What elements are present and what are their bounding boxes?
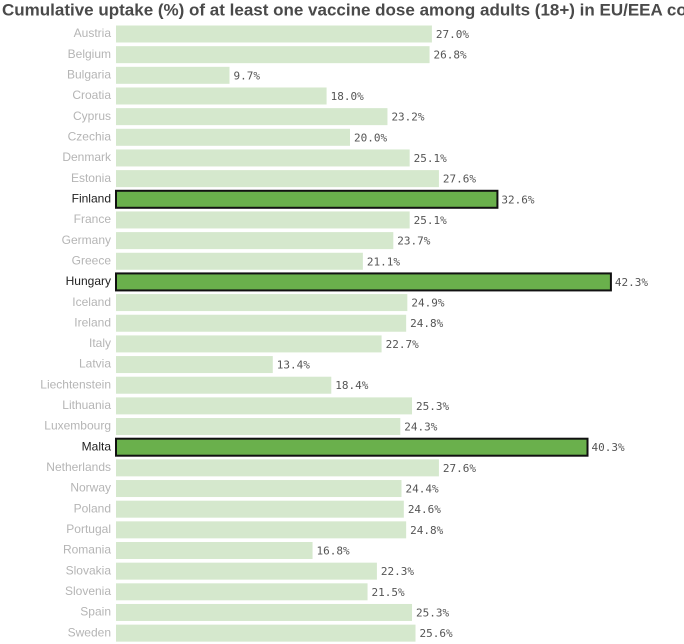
category-label: Slovakia — [66, 563, 112, 577]
category-label: Hungary — [66, 274, 111, 288]
value-label: 27.0% — [436, 28, 469, 41]
bar — [116, 603, 413, 621]
bar — [116, 66, 230, 84]
value-label: 24.6% — [408, 503, 441, 516]
category-label: Germany — [62, 233, 111, 247]
bar — [116, 46, 430, 64]
bar — [116, 128, 350, 146]
value-label: 24.3% — [404, 421, 437, 434]
value-label: 22.7% — [386, 338, 419, 351]
category-label: Italy — [89, 336, 111, 350]
category-label: Austria — [74, 26, 112, 40]
bar — [115, 272, 612, 292]
value-label: 20.0% — [354, 131, 387, 144]
bar — [116, 149, 410, 167]
category-label: Luxembourg — [44, 419, 111, 433]
category-label: Netherlands — [46, 460, 111, 474]
value-label: 27.6% — [443, 462, 476, 475]
category-label: Iceland — [72, 295, 111, 309]
value-label: 25.1% — [414, 152, 447, 165]
category-label: Portugal — [66, 522, 111, 536]
value-label: 23.2% — [391, 111, 424, 124]
bar — [116, 87, 327, 105]
category-label: Liechtenstein — [40, 377, 111, 391]
bar — [116, 294, 408, 312]
value-label: 25.6% — [420, 627, 453, 640]
value-label: 25.3% — [416, 400, 449, 413]
value-label: 24.9% — [411, 297, 444, 310]
value-label: 42.3% — [615, 276, 648, 289]
category-label: Latvia — [79, 357, 111, 371]
bar — [116, 521, 407, 539]
value-label: 22.3% — [381, 565, 414, 578]
category-label: Bulgaria — [67, 67, 111, 81]
category-label: France — [74, 212, 112, 226]
bar — [116, 170, 439, 188]
bar — [116, 500, 404, 518]
category-label: Czechia — [68, 129, 112, 143]
value-label: 24.8% — [410, 317, 443, 330]
category-label: Cyprus — [73, 109, 111, 123]
value-label: 23.7% — [397, 235, 430, 248]
category-label: Ireland — [74, 315, 111, 329]
category-label: Finland — [72, 191, 111, 205]
category-label: Malta — [82, 439, 112, 453]
value-label: 27.6% — [443, 173, 476, 186]
value-label: 24.8% — [410, 524, 443, 537]
value-label: 16.8% — [317, 545, 350, 558]
value-label: 25.1% — [414, 214, 447, 227]
bar — [116, 356, 273, 374]
value-label: 21.1% — [367, 255, 400, 268]
category-label: Greece — [72, 253, 112, 267]
bar — [115, 437, 589, 457]
bar — [116, 418, 401, 436]
category-label: Denmark — [62, 150, 112, 164]
bar — [116, 211, 410, 229]
bar — [115, 189, 499, 209]
bar — [116, 335, 382, 353]
bar — [116, 459, 439, 477]
category-label: Slovenia — [65, 584, 111, 598]
category-label: Croatia — [72, 88, 111, 102]
value-label: 18.4% — [335, 379, 368, 392]
category-label: Lithuania — [62, 398, 111, 412]
value-label: 25.3% — [416, 606, 449, 619]
bar — [116, 232, 394, 250]
value-label: 13.4% — [277, 359, 310, 372]
value-label: 21.5% — [372, 586, 405, 599]
bar — [116, 314, 407, 332]
value-label: 32.6% — [501, 193, 534, 206]
chart-title: Cumulative uptake (%) of at least one va… — [2, 0, 684, 19]
value-label: 18.0% — [331, 90, 364, 103]
bar — [116, 562, 377, 580]
bar — [116, 583, 368, 601]
bar — [116, 397, 413, 415]
category-label: Sweden — [68, 625, 111, 639]
value-label: 40.3% — [592, 441, 625, 454]
category-label: Norway — [70, 481, 111, 495]
bar — [116, 542, 313, 559]
bar — [116, 25, 432, 43]
bar — [116, 376, 332, 394]
category-label: Romania — [63, 543, 111, 557]
category-label: Poland — [74, 501, 111, 515]
value-label: 9.7% — [233, 69, 260, 82]
bar — [116, 252, 363, 270]
value-label: 26.8% — [434, 49, 467, 62]
bar — [116, 480, 402, 498]
value-label: 24.4% — [405, 483, 438, 496]
category-label: Estonia — [71, 171, 111, 185]
category-label: Spain — [80, 605, 111, 619]
category-label: Belgium — [68, 47, 111, 61]
bar — [116, 108, 388, 126]
bar — [116, 624, 416, 642]
